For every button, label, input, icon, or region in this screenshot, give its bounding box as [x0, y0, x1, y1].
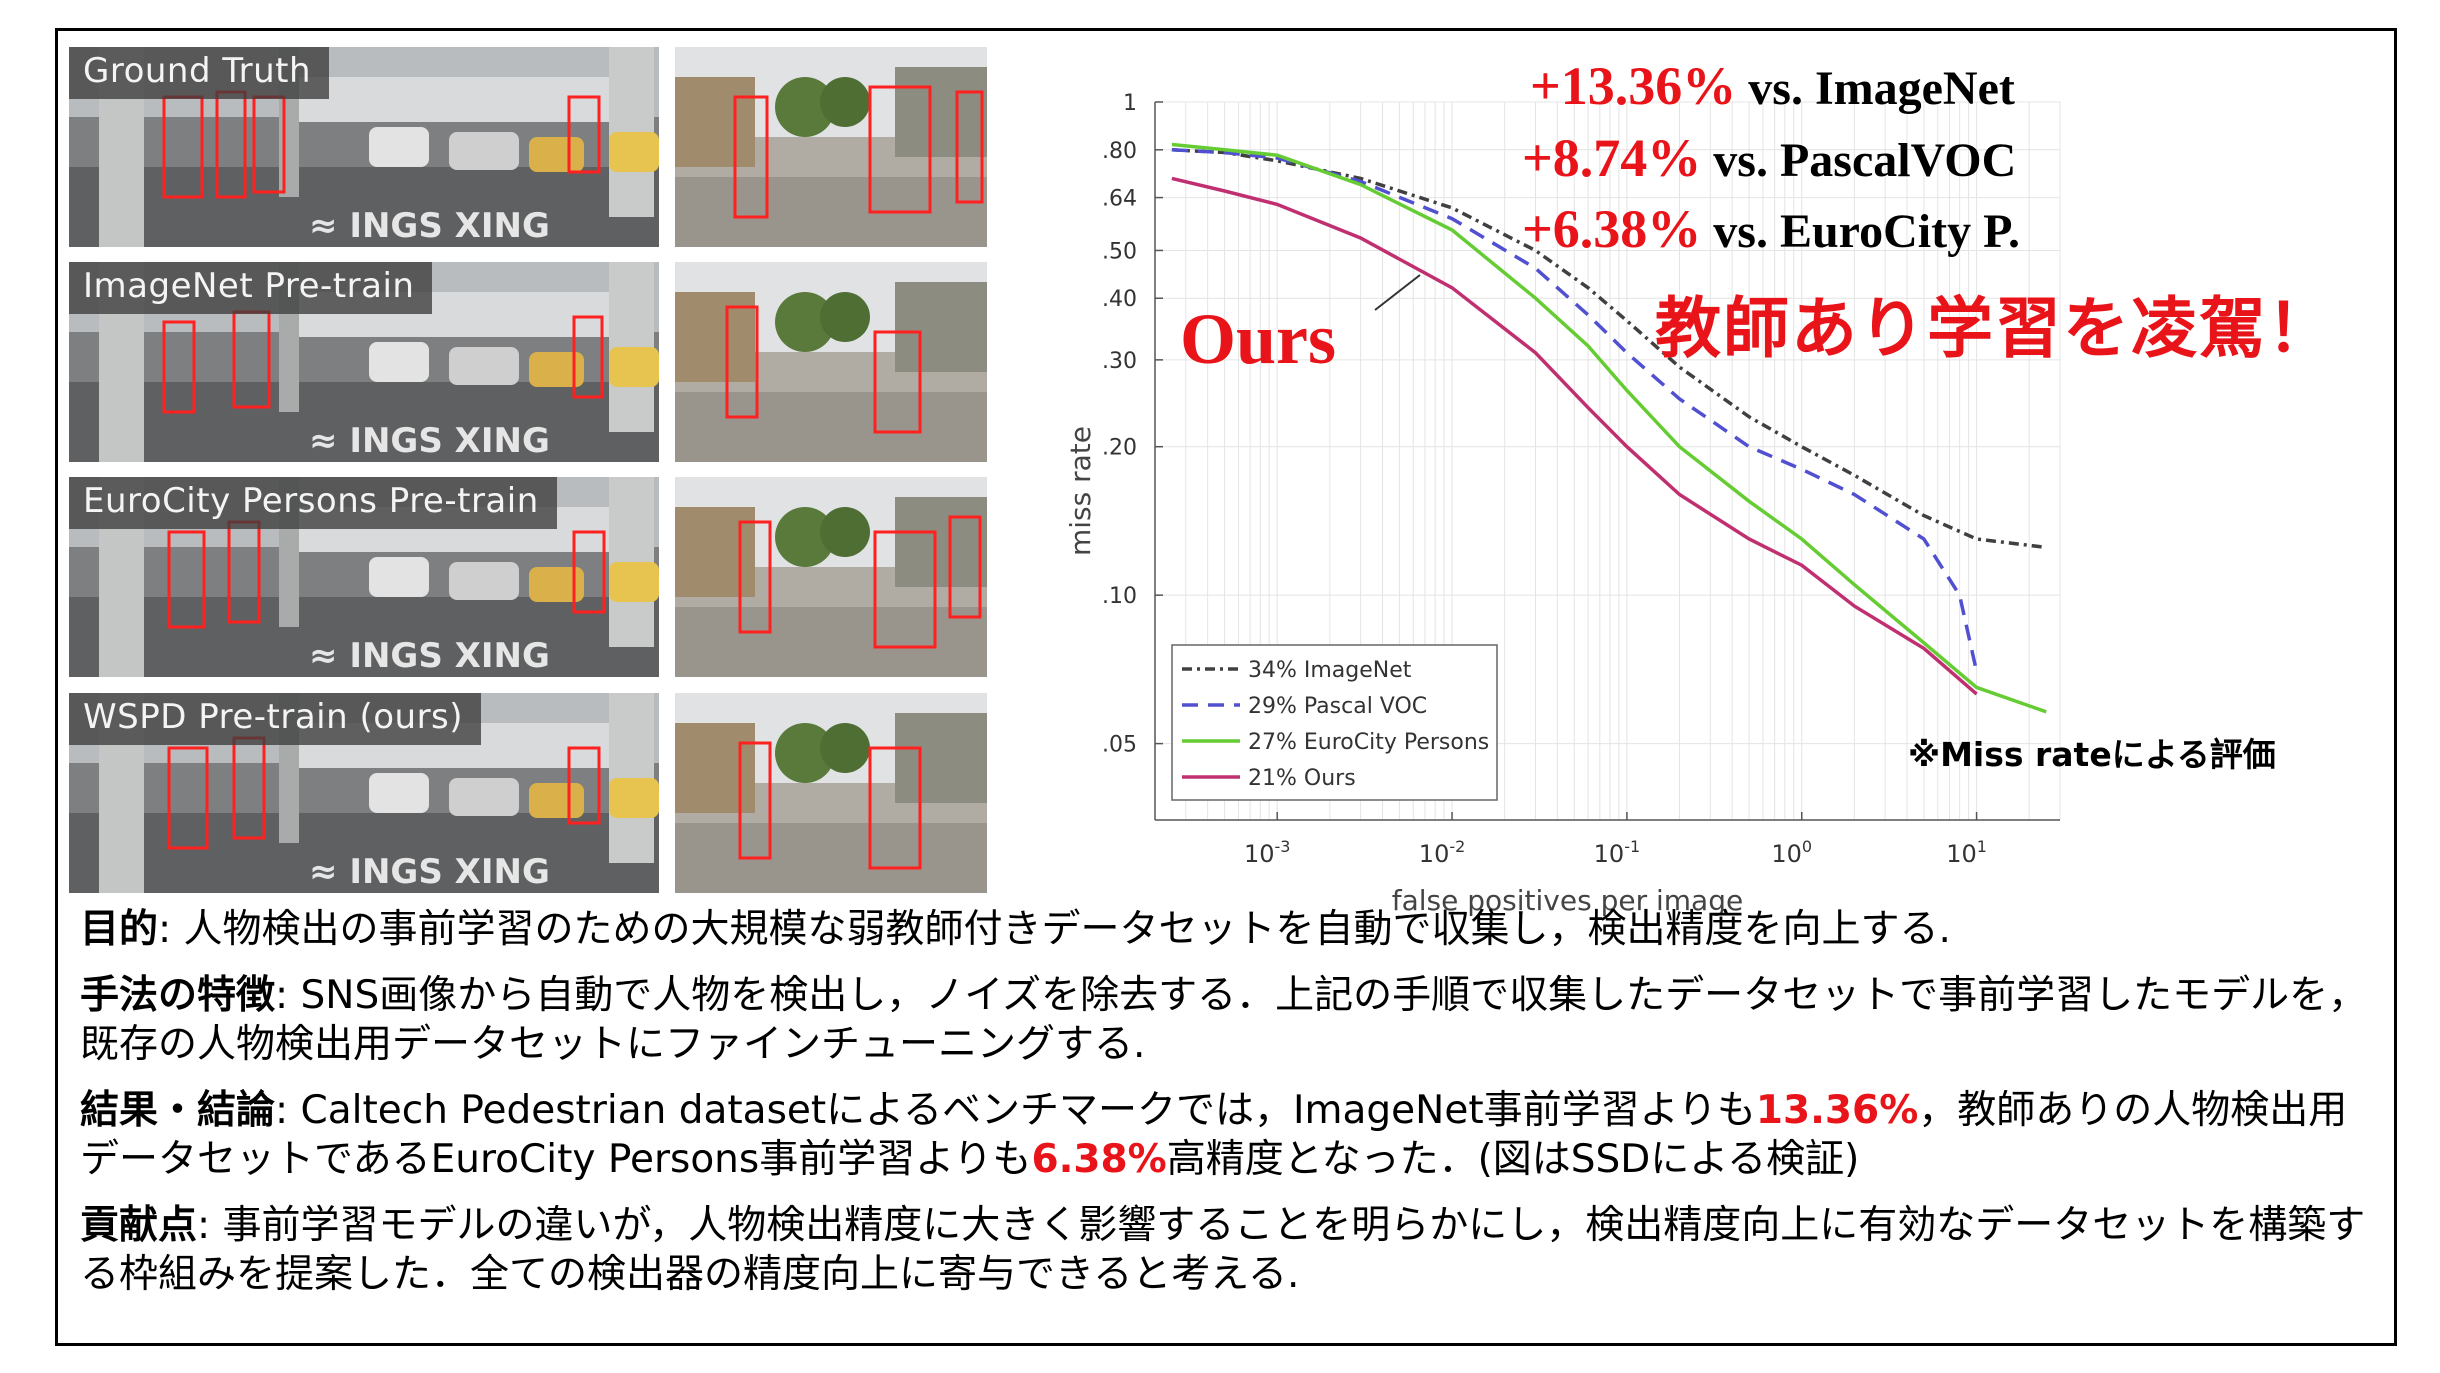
legend-entry-1: 29% Pascal VOC: [1248, 694, 1427, 719]
street-photo-right: [675, 477, 987, 677]
x-axis-label: false positives per image: [1392, 884, 1743, 917]
section-results-highlight-2: 6.38%: [1031, 1137, 1167, 1182]
section-contribution-text: : 事前学習モデルの違いが，人物検出精度に大きく影響することを明らかにし，検出精…: [80, 1203, 2366, 1297]
gain-imagenet-text: vs. ImageNet: [1748, 62, 2015, 115]
street-photo-left: ≈ INGS XING Ground Truth: [69, 47, 659, 247]
section-results-text-2: ，教師ありの人物検出用データセットであるEuroCity Persons事前学習…: [80, 1088, 2348, 1182]
ours-label: Ours: [1180, 299, 1337, 379]
street-photo-right: [675, 262, 987, 462]
photo-row-label: WSPD Pre-train (ours): [69, 693, 482, 745]
x-tick-label: 10-3: [1244, 837, 1291, 868]
miss-rate-chart: 1 .80 .64 .50 .40 .30 .20 .10 .05 10-3 10-2 10-1 100…: [1060, 80, 2070, 920]
y-tick-label: .80: [1102, 139, 1137, 164]
series-line-3: [1171, 176, 1978, 696]
y-tick-label: .50: [1102, 239, 1137, 264]
y-tick-label: .20: [1102, 436, 1137, 461]
miss-rate-chart-svg: 1 .80 .64 .50 .40 .30 .20 .10 .05 10-3 10-2 10-1 100…: [1064, 91, 2061, 917]
svg-text:≈ INGS XING: ≈ INGS XING: [309, 421, 550, 461]
legend-entry-3: 21% Ours: [1248, 766, 1356, 791]
x-tick-label: 10-1: [1594, 837, 1641, 868]
gain-pascalvoc-text: vs. PascalVOC: [1713, 134, 2017, 187]
section-method-text: : SNS画像から自動で人物を検出し，ノイズを除去する．上記の手順で収集したデー…: [80, 973, 2368, 1067]
photo-row-eurocity: ≈ INGS XING EuroCity Persons Pre-train: [69, 477, 1010, 677]
y-tick-label: .64: [1102, 187, 1137, 212]
y-tick-label: .40: [1102, 287, 1137, 312]
section-purpose-label: 目的: [80, 907, 159, 952]
section-results-text-3: 高精度となった．(図はSSDによる検証): [1166, 1137, 1860, 1182]
section-contribution-label: 貢献点: [80, 1203, 198, 1248]
street-photo-right-image: [675, 693, 987, 893]
photo-row-label: ImageNet Pre-train: [69, 262, 433, 314]
street-photo-left: ≈ INGS XING EuroCity Persons Pre-train: [69, 477, 659, 677]
gain-imagenet: +13.36% vs. ImageNet: [1530, 55, 2015, 117]
section-results: 結果・結論: Caltech Pedestrian datasetによるベンチマ…: [80, 1086, 2380, 1184]
street-photo-right-image: [675, 477, 987, 677]
legend-box: [1171, 644, 1498, 801]
y-axis-label: miss rate: [1064, 426, 1097, 556]
y-tick-label: .10: [1102, 584, 1137, 609]
svg-text:≈ INGS XING: ≈ INGS XING: [309, 852, 550, 892]
street-photo-right-image: [675, 47, 987, 247]
gain-imagenet-value: +13.36%: [1530, 56, 1737, 116]
x-tick-label: 10-2: [1419, 837, 1466, 868]
detection-photo-grid: ≈ INGS XING Ground Truth ≈ INGS XING Image…: [69, 47, 1010, 893]
photo-row-ground-truth: ≈ INGS XING Ground Truth: [69, 47, 1010, 247]
series-line-2: [1171, 142, 2047, 714]
gain-pascalvoc: +8.74% vs. PascalVOC: [1522, 127, 2016, 189]
gain-pascalvoc-value: +8.74%: [1522, 128, 1702, 188]
photo-row-label: Ground Truth: [69, 47, 330, 99]
summary-text: 目的: 人物検出の事前学習のための大規模な弱教師付きデータセットを自動で収集し，…: [80, 905, 2380, 1316]
y-tick-label: 1: [1123, 91, 1137, 116]
photo-row-label: EuroCity Persons Pre-train: [69, 477, 557, 529]
section-method: 手法の特徴: SNS画像から自動で人物を検出し，ノイズを除去する．上記の手順で収…: [80, 971, 2380, 1069]
y-tick-label: .30: [1102, 349, 1137, 374]
gain-eurocity-value: +6.38%: [1522, 199, 1702, 259]
section-method-label: 手法の特徴: [80, 973, 276, 1018]
photo-row-imagenet: ≈ INGS XING ImageNet Pre-train: [69, 262, 1010, 462]
street-photo-left: ≈ INGS XING WSPD Pre-train (ours): [69, 693, 659, 893]
y-tick-label: .05: [1102, 733, 1137, 758]
street-photo-right: [675, 47, 987, 247]
section-results-text-1: : Caltech Pedestrian datasetによるベンチマークでは，…: [275, 1088, 1756, 1133]
section-results-label: 結果・結論: [80, 1088, 276, 1133]
legend-entry-0: 34% ImageNet: [1248, 658, 1412, 683]
section-purpose-text: : 人物検出の事前学習のための大規模な弱教師付きデータセットを自動で収集し，検出…: [158, 907, 1951, 952]
street-photo-right: [675, 693, 987, 893]
section-contribution: 貢献点: 事前学習モデルの違いが，人物検出精度に大きく影響することを明らかにし，…: [80, 1201, 2380, 1299]
x-tick-label: 101: [1946, 837, 1987, 868]
street-photo-left: ≈ INGS XING ImageNet Pre-train: [69, 262, 659, 462]
legend-entry-2: 27% EuroCity Persons: [1248, 730, 1489, 755]
svg-text:≈ INGS XING: ≈ INGS XING: [309, 206, 550, 246]
photo-row-wspd: ≈ INGS XING WSPD Pre-train (ours): [69, 693, 1010, 893]
headline: 教師あり学習を凌駕！: [1655, 290, 2335, 367]
street-photo-right-image: [675, 262, 987, 462]
eval-note: ※Miss rateによる評価: [1908, 735, 2276, 774]
section-results-highlight-1: 13.36%: [1755, 1088, 1919, 1133]
gain-eurocity-text: vs. EuroCity P.: [1713, 205, 2021, 258]
ours-pointer-line: [1374, 274, 1421, 311]
gain-eurocity: +6.38% vs. EuroCity P.: [1522, 198, 2020, 260]
x-tick-label: 100: [1771, 837, 1812, 868]
section-purpose: 目的: 人物検出の事前学習のための大規模な弱教師付きデータセットを自動で収集し，…: [80, 905, 2380, 954]
svg-text:≈ INGS XING: ≈ INGS XING: [309, 636, 550, 676]
